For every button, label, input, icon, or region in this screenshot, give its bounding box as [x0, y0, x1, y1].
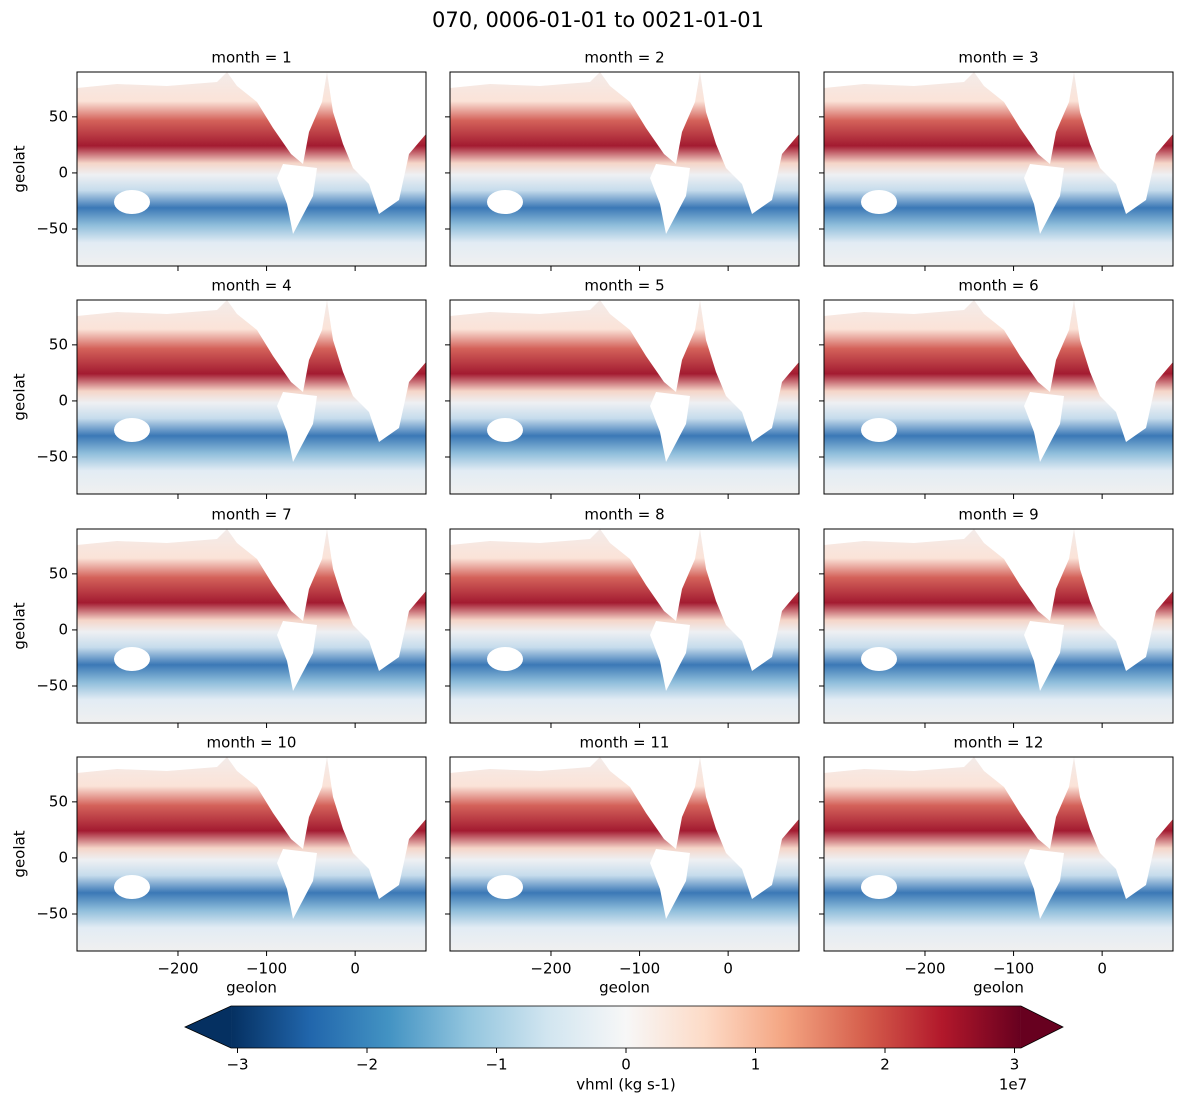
panel-title: month = 11 [580, 734, 670, 752]
x-tick-label: 0 [350, 960, 360, 978]
y-tick-label: 0 [58, 391, 68, 409]
panel-title: month = 12 [954, 734, 1044, 752]
y-tick-label: 0 [58, 163, 68, 181]
y-axis-label: geolat [11, 145, 29, 192]
x-tick-label: −200 [530, 960, 571, 978]
panel-frame [76, 71, 427, 267]
colorbar-tick-label: 2 [880, 1056, 890, 1074]
panel-frame [449, 299, 800, 495]
x-tick-label: 0 [1097, 960, 1107, 978]
colorbar-extend-max [1020, 1006, 1063, 1048]
x-tick-label: −100 [619, 960, 660, 978]
colorbar-label: vhml (kg s-1) [576, 1076, 675, 1094]
y-tick-label: 0 [58, 848, 68, 866]
field [824, 757, 1173, 951]
y-axis-label: geolat [11, 830, 29, 877]
y-axis-label: geolat [11, 373, 29, 420]
y-axis-label: geolat [11, 602, 29, 649]
panel-title: month = 1 [211, 49, 291, 67]
y-tick-label: 50 [49, 792, 68, 810]
x-tick-label: −200 [904, 960, 945, 978]
x-tick-label: −100 [993, 960, 1034, 978]
field [77, 529, 426, 723]
panel-frame [823, 71, 1174, 267]
x-axis-label: geolon [226, 979, 277, 997]
colorbar-offset: 1e7 [999, 1076, 1027, 1094]
x-axis-label: geolon [973, 979, 1024, 997]
y-tick-label: 50 [49, 564, 68, 582]
panel-title: month = 4 [211, 277, 291, 295]
field [77, 757, 426, 951]
x-axis-label: geolon [599, 979, 650, 997]
panel-title: month = 9 [958, 506, 1038, 524]
field [450, 529, 799, 723]
y-tick-label: 0 [58, 620, 68, 638]
panel-frame [76, 299, 427, 495]
x-tick-label: −100 [246, 960, 287, 978]
figure-title: 070, 0006-01-01 to 0021-01-01 [432, 8, 764, 32]
field [824, 300, 1173, 494]
field [450, 72, 799, 266]
panel-frame [823, 528, 1174, 724]
colorbar-tick-label: 1 [751, 1056, 761, 1074]
x-tick-label: 0 [723, 960, 733, 978]
x-tick-label: −200 [157, 960, 198, 978]
panel-title: month = 2 [584, 49, 664, 67]
field [77, 72, 426, 266]
y-tick-label: −50 [36, 676, 68, 694]
colorbar [231, 1006, 1021, 1048]
colorbar-extend-min [185, 1006, 232, 1048]
field [450, 300, 799, 494]
colorbar-tick-label: −3 [226, 1056, 248, 1074]
y-tick-label: 50 [49, 107, 68, 125]
y-tick-label: 50 [49, 335, 68, 353]
panel-frame [76, 528, 427, 724]
panel-title: month = 3 [958, 49, 1038, 67]
y-tick-label: −50 [36, 219, 68, 237]
colorbar-tick-label: 3 [1010, 1056, 1020, 1074]
panel-title: month = 10 [207, 734, 297, 752]
colorbar-tick-label: −2 [356, 1056, 378, 1074]
field [77, 300, 426, 494]
panel-frame [449, 756, 800, 952]
panel-title: month = 6 [958, 277, 1038, 295]
panel-frame [449, 528, 800, 724]
colorbar-outline [184, 1005, 1064, 1049]
y-tick-label: −50 [36, 904, 68, 922]
panel-title: month = 5 [584, 277, 664, 295]
panel-title: month = 8 [584, 506, 664, 524]
field [450, 757, 799, 951]
colorbar-tick-label: −1 [485, 1056, 507, 1074]
panel-title: month = 7 [211, 506, 291, 524]
colorbar-tick-label: 0 [621, 1056, 631, 1074]
panel-frame [823, 756, 1174, 952]
y-tick-label: −50 [36, 447, 68, 465]
panel-frame [76, 756, 427, 952]
panel-frame [449, 71, 800, 267]
field [824, 529, 1173, 723]
panel-frame [823, 299, 1174, 495]
field [824, 72, 1173, 266]
